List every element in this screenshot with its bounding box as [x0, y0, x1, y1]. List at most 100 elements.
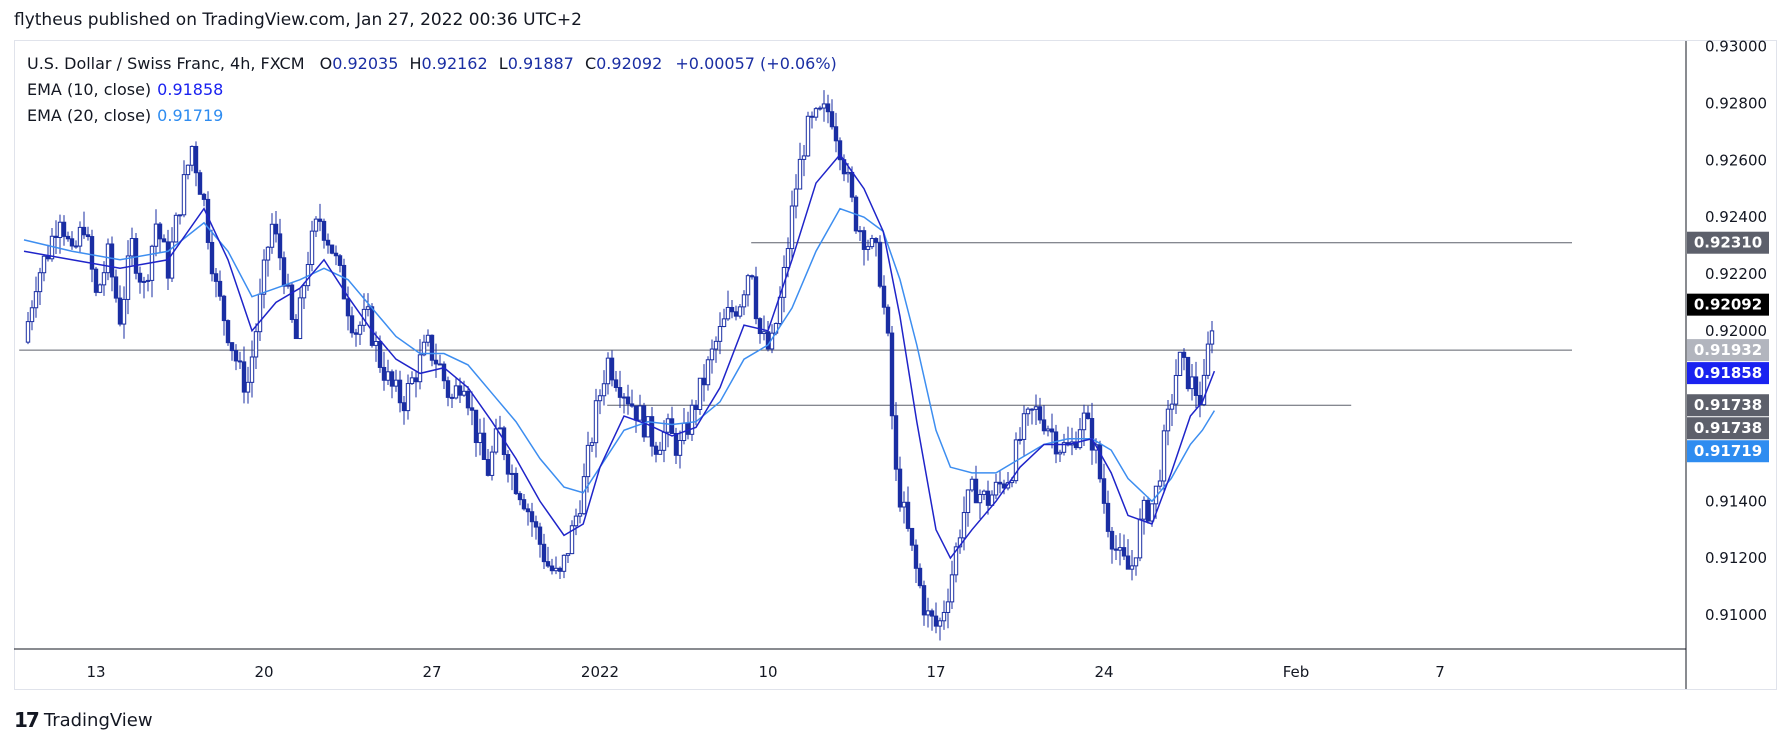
candle-body: [129, 238, 135, 257]
candle-body: [657, 449, 663, 455]
candle-body: [213, 273, 219, 282]
candle-body: [617, 387, 623, 398]
tradingview-footer[interactable]: 17 TradingView: [14, 708, 153, 732]
candle-body: [473, 409, 479, 444]
candle-body: [429, 334, 435, 361]
candle-body: [1209, 330, 1215, 345]
candle-body: [901, 501, 907, 508]
candle-body: [313, 218, 319, 232]
candle-body: [533, 521, 539, 528]
candle-body: [97, 284, 103, 293]
candle-body: [505, 454, 511, 475]
candle-body: [341, 264, 347, 300]
candle-body: [57, 221, 63, 239]
candle-body: [321, 220, 327, 241]
candle-body: [337, 255, 343, 266]
candle-body: [61, 221, 67, 237]
candle-body: [765, 331, 771, 350]
candle-body: [161, 238, 167, 243]
candle-body: [277, 233, 283, 259]
candle-body: [217, 280, 223, 297]
candle-body: [457, 385, 463, 396]
candle-body: [413, 377, 419, 383]
candle-body: [53, 235, 59, 239]
price-tag-label: 0.91738: [1694, 396, 1762, 414]
candle-body: [549, 565, 555, 572]
candle-body: [1113, 548, 1119, 551]
candle-body: [1193, 376, 1199, 396]
candle-body: [437, 363, 443, 366]
change-value: +0.00057 (+0.06%): [675, 54, 837, 73]
candle-body: [849, 171, 855, 198]
candle-body: [241, 361, 247, 393]
price-axis: 0.93000 0.92800 0.92600 0.92400 0.92200 0.920…: [1705, 38, 1767, 624]
candle-body: [1205, 343, 1211, 376]
candle-body: [857, 230, 863, 233]
candle-body: [209, 241, 215, 275]
candle-body: [1045, 428, 1051, 432]
candle-body: [441, 363, 447, 382]
candle-body: [69, 238, 75, 247]
candle-body: [229, 342, 235, 352]
candle-body: [1157, 480, 1163, 487]
candle-body: [597, 395, 603, 402]
candle-body: [281, 257, 287, 287]
symbol-legend: U.S. Dollar / Swiss Franc, 4h, FXCM O0.9…: [27, 54, 837, 73]
candle-body: [121, 298, 127, 325]
candle-body: [1145, 499, 1151, 522]
candle-body: [1165, 408, 1171, 432]
candle-body: [701, 377, 707, 386]
price-tag: [1687, 394, 1769, 417]
candle-body: [921, 585, 927, 616]
candle-body: [1085, 412, 1091, 420]
y-tick-label: 0.91200: [1705, 549, 1767, 567]
candle-body: [909, 527, 915, 546]
candle-body: [477, 432, 483, 444]
candle-body: [745, 275, 751, 296]
ema20-legend[interactable]: EMA (20, close) 0.91719: [27, 106, 223, 125]
candle-body: [569, 525, 575, 555]
candle-body: [137, 272, 143, 283]
candle-body: [393, 379, 399, 387]
y-tick-label: 0.92000: [1705, 322, 1767, 340]
candle-body: [433, 359, 439, 365]
candle-body: [1141, 499, 1147, 520]
candle-body: [269, 223, 275, 248]
candle-body: [613, 379, 619, 389]
candle-body: [125, 255, 131, 300]
candle-body: [761, 331, 767, 335]
candle-body: [825, 103, 831, 113]
candle-body: [1121, 547, 1127, 557]
candle-body: [461, 390, 467, 396]
candle-body: [881, 285, 887, 308]
candle-body: [189, 145, 195, 166]
candle-body: [941, 611, 947, 622]
ema10-value: 0.91858: [157, 80, 224, 99]
candle-body: [589, 442, 595, 446]
candle-body: [733, 311, 739, 317]
candle-body: [717, 326, 723, 342]
price-tag: [1687, 339, 1769, 362]
candle-body: [1057, 451, 1063, 455]
candle-body: [729, 306, 735, 313]
price-tag: [1687, 440, 1769, 463]
candle-body: [253, 331, 259, 358]
candle-body: [689, 404, 695, 435]
x-tick-label: 27: [422, 663, 441, 681]
candle-body: [661, 431, 667, 451]
candle-body: [509, 472, 515, 475]
candle-body: [749, 275, 755, 278]
candle-body: [233, 350, 239, 362]
candle-body: [497, 427, 503, 430]
ema10-legend[interactable]: EMA (10, close) 0.91858: [27, 80, 223, 99]
candle-body: [573, 515, 579, 527]
candle-body: [949, 574, 955, 603]
candle-body: [933, 615, 939, 627]
candle-body: [249, 356, 255, 383]
candle-body: [381, 366, 387, 381]
candle-body: [837, 140, 843, 161]
candle-body: [721, 318, 727, 328]
candle-body: [485, 458, 491, 476]
candle-body: [197, 172, 203, 195]
